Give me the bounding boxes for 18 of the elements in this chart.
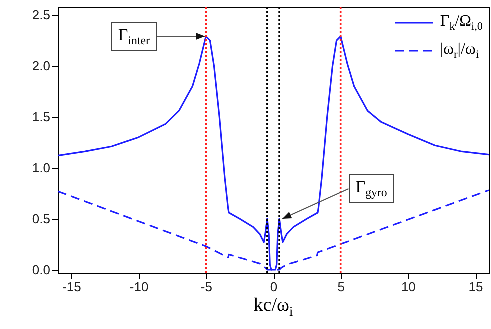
- y-tick-label: 1.5: [32, 110, 50, 125]
- annotation: Γ$_{gyro}$: [348, 174, 394, 204]
- y-tick-label: 1.0: [32, 160, 50, 176]
- x-tick-label: -5: [200, 280, 212, 294]
- x-axis-title: kc/ω$_{i}$: [254, 295, 294, 320]
- legend-label: |ω$_{r}$|/ω$_{i}$: [440, 40, 480, 62]
- x-tick-label: 10: [401, 280, 416, 294]
- legend-label: Γ$_{k}$/Ω$_{i,0}$: [440, 12, 483, 34]
- y-tick-label: 0.0: [32, 262, 50, 278]
- x-tick-label: -15: [62, 280, 82, 294]
- annotation: Γ$_{inter}$: [111, 22, 157, 52]
- x-tick-label: -10: [130, 280, 149, 294]
- x-tick-label: 5: [338, 280, 345, 294]
- x-tick-label: 0: [270, 280, 278, 294]
- x-tick-label: 15: [468, 280, 484, 294]
- y-tick-label: 2.5: [32, 8, 50, 23]
- y-tick-label: 2.0: [32, 58, 50, 74]
- y-tick-label: 0.5: [32, 211, 50, 226]
